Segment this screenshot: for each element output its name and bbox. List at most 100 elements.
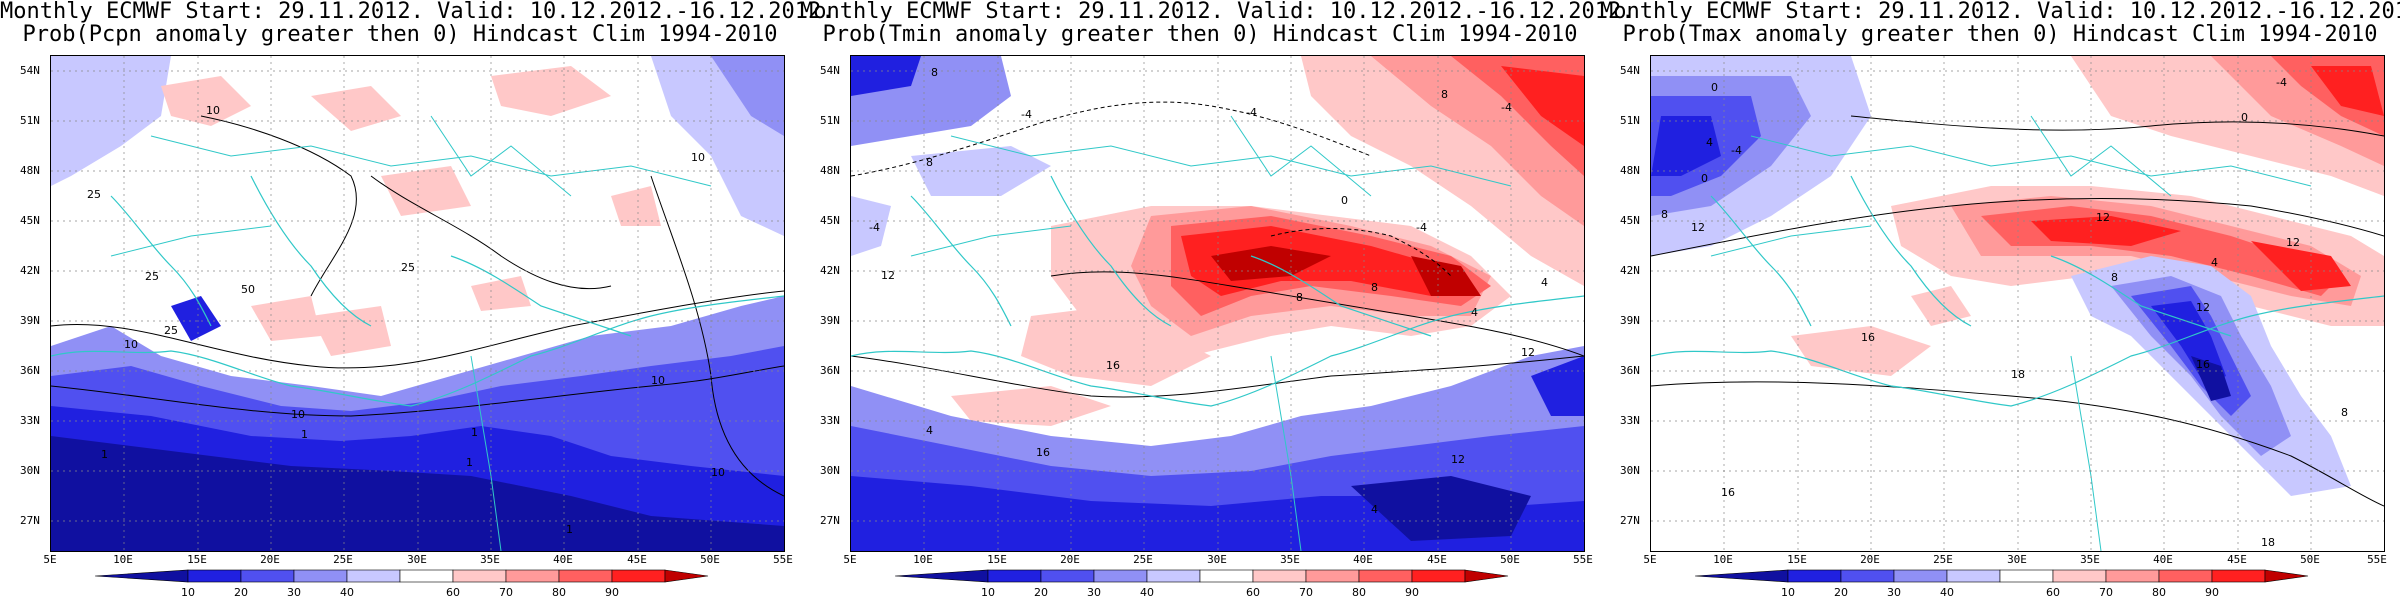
colorbar-tick: 30 bbox=[1087, 586, 1101, 599]
lon-tick: 35E bbox=[1280, 553, 1300, 566]
lon-tick: 10E bbox=[913, 553, 933, 566]
map-title-line1: Monthly ECMWF Start: 29.11.2012. Valid: … bbox=[0, 0, 835, 24]
contour-label: 50 bbox=[241, 283, 255, 296]
colorbar-box bbox=[2105, 569, 2160, 583]
colorbar-tick: 20 bbox=[234, 586, 248, 599]
contour-label: 25 bbox=[145, 270, 159, 283]
colorbar-box bbox=[1358, 569, 1413, 583]
colorbar-box bbox=[346, 569, 401, 583]
colorbar-tick: 40 bbox=[1140, 586, 1154, 599]
colorbar-box bbox=[987, 569, 1042, 583]
contour-label: 1 bbox=[466, 456, 473, 469]
contour-label: 10 bbox=[711, 466, 725, 479]
colorbar-tick: 70 bbox=[1299, 586, 1313, 599]
lon-tick: 55E bbox=[1573, 553, 1593, 566]
lat-tick: 39N bbox=[1620, 314, 1640, 327]
lon-tick: 55E bbox=[2367, 553, 2387, 566]
colorbar-box bbox=[2211, 569, 2266, 583]
contour-label: 16 bbox=[1721, 486, 1735, 499]
lat-tick: 51N bbox=[820, 114, 840, 127]
colorbar-tick: 20 bbox=[1034, 586, 1048, 599]
colorbar-tick: 60 bbox=[2046, 586, 2060, 599]
contour-label: 8 bbox=[2111, 271, 2118, 284]
contour-label: 1 bbox=[301, 428, 308, 441]
lat-tick: 54N bbox=[820, 64, 840, 77]
contour-label: 18 bbox=[2011, 368, 2025, 381]
colorbar-box bbox=[293, 569, 348, 583]
colorbar-box bbox=[1305, 569, 1360, 583]
lon-tick: 50E bbox=[2300, 553, 2320, 566]
lon-tick: 15E bbox=[187, 553, 207, 566]
lat-tick: 45N bbox=[20, 214, 40, 227]
colorbar-tick: 90 bbox=[1405, 586, 1419, 599]
lon-tick: 15E bbox=[1787, 553, 1807, 566]
contour-label: 12 bbox=[1451, 453, 1465, 466]
lon-tick: 50E bbox=[700, 553, 720, 566]
map-panel-pcpn: Monthly ECMWF Start: 29.11.2012. Valid: … bbox=[0, 0, 835, 600]
lon-tick: 45E bbox=[627, 553, 647, 566]
lon-tick: 5E bbox=[43, 553, 57, 566]
contour-label: 16 bbox=[1861, 331, 1875, 344]
colorbar-box bbox=[187, 569, 242, 583]
colorbar-tick: 30 bbox=[1887, 586, 1901, 599]
lat-tick: 51N bbox=[20, 114, 40, 127]
colorbar-tick: 70 bbox=[2099, 586, 2113, 599]
colorbar: 10 20 30 40 60 70 80 90 bbox=[1694, 569, 2309, 599]
lat-tick: 30N bbox=[1620, 464, 1640, 477]
contour-label: 25 bbox=[87, 188, 101, 201]
map-title-line1: Monthly ECMWF Start: 29.11.2012. Valid: … bbox=[800, 0, 1635, 24]
colorbar-tick: 60 bbox=[1246, 586, 1260, 599]
lat-tick: 45N bbox=[820, 214, 840, 227]
lon-tick: 45E bbox=[1427, 553, 1447, 566]
lat-tick: 27N bbox=[20, 514, 40, 527]
colorbar-tick: 10 bbox=[181, 586, 195, 599]
contour-label: 8 bbox=[2341, 406, 2348, 419]
lon-tick: 15E bbox=[987, 553, 1007, 566]
lon-tick: 25E bbox=[1933, 553, 1953, 566]
contour-label: 18 bbox=[2261, 536, 2275, 549]
colorbar-tick: 10 bbox=[981, 586, 995, 599]
contour-label: 8 bbox=[1296, 291, 1303, 304]
lat-tick: 33N bbox=[20, 414, 40, 427]
map-title-line1: Monthly ECMWF Start: 29.11.2012. Valid: … bbox=[1600, 0, 2400, 24]
lon-tick: 10E bbox=[1713, 553, 1733, 566]
lon-tick: 5E bbox=[843, 553, 857, 566]
contour-label: 8 bbox=[926, 156, 933, 169]
lat-tick: 48N bbox=[1620, 164, 1640, 177]
contour-label: -4 bbox=[1246, 106, 1257, 119]
contour-label: 12 bbox=[1521, 346, 1535, 359]
colorbar-box bbox=[2158, 569, 2213, 583]
map-panel-tmax: Monthly ECMWF Start: 29.11.2012. Valid: … bbox=[1600, 0, 2400, 600]
contour-label: 1 bbox=[101, 448, 108, 461]
contour-label: -4 bbox=[869, 221, 880, 234]
lat-tick: 33N bbox=[820, 414, 840, 427]
colorbar-tick: 80 bbox=[1352, 586, 1366, 599]
colorbar-box bbox=[664, 569, 709, 583]
lat-tick: 51N bbox=[1620, 114, 1640, 127]
lat-tick: 36N bbox=[20, 364, 40, 377]
lon-tick: 40E bbox=[1353, 553, 1373, 566]
lat-tick: 42N bbox=[1620, 264, 1640, 277]
colorbar-box bbox=[1999, 569, 2054, 583]
lat-tick: 36N bbox=[1620, 364, 1640, 377]
colorbar-box bbox=[1199, 569, 1254, 583]
colorbar-boxes bbox=[894, 569, 1509, 583]
lat-tick: 48N bbox=[20, 164, 40, 177]
probability-map: -4 0 0 4 -4 0 8 12 12 4 8 12 12 16 18 16… bbox=[1650, 55, 2385, 552]
lon-tick: 30E bbox=[407, 553, 427, 566]
colorbar-boxes bbox=[94, 569, 709, 583]
lon-tick: 20E bbox=[1860, 553, 1880, 566]
contour-label: 1 bbox=[471, 426, 478, 439]
colorbar-box bbox=[1146, 569, 1201, 583]
probability-map: 10 25 25 50 25 25 10 10 1 1 10 1 10 1 10… bbox=[50, 55, 785, 552]
lat-tick: 39N bbox=[820, 314, 840, 327]
lon-tick: 30E bbox=[2007, 553, 2027, 566]
contour-label: 10 bbox=[206, 104, 220, 117]
lon-tick: 5E bbox=[1643, 553, 1657, 566]
contour-label: 12 bbox=[2096, 211, 2110, 224]
colorbar-tick: 90 bbox=[605, 586, 619, 599]
colorbar-tick: 80 bbox=[552, 586, 566, 599]
colorbar-tick: 30 bbox=[287, 586, 301, 599]
contour-label: 16 bbox=[1036, 446, 1050, 459]
lat-tick: 33N bbox=[1620, 414, 1640, 427]
